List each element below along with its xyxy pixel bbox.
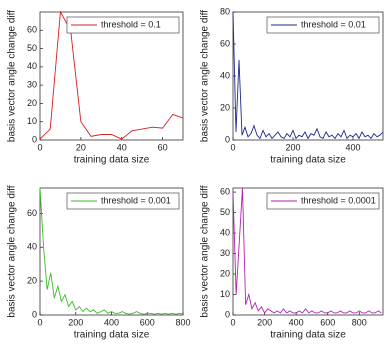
x-tick-label: 60 <box>158 142 168 152</box>
legend-label: threshold = 0.001 <box>101 195 171 205</box>
x-tick-label: 600 <box>140 317 155 327</box>
data-line <box>39 10 184 140</box>
x-tick-label: 20 <box>76 142 86 152</box>
y-axis-label: basis vector angle change diff <box>7 185 18 317</box>
y-axis-label: basis vector angle change diff <box>200 10 211 142</box>
x-tick-label: 800 <box>352 317 367 327</box>
legend-box <box>66 16 180 34</box>
y-tick-label: 10 <box>220 289 230 299</box>
y-tick-label: 60 <box>27 25 37 35</box>
x-tick-label: 400 <box>345 142 360 152</box>
legend-box <box>66 192 180 210</box>
y-tick-label: 20 <box>220 268 230 278</box>
x-tick-label: 200 <box>285 142 300 152</box>
x-tick-label: 200 <box>257 317 272 327</box>
y-axis-label: basis vector angle change diff <box>200 185 211 317</box>
plot-area <box>232 11 384 141</box>
y-tick-label: 0 <box>225 134 230 144</box>
y-tick-label: 0 <box>32 134 37 144</box>
x-tick-label: 0 <box>230 317 235 327</box>
y-tick-label: 60 <box>220 186 230 196</box>
x-axis-label: training data size <box>270 330 346 341</box>
plot-area <box>39 11 184 141</box>
y-tick-label: 10 <box>27 116 37 126</box>
x-tick-label: 0 <box>230 142 235 152</box>
x-tick-label: 0 <box>37 317 42 327</box>
y-tick-label: 50 <box>27 43 37 53</box>
x-tick-label: 0 <box>37 142 42 152</box>
legend-label: threshold = 0.0001 <box>301 195 376 205</box>
y-tick-label: 60 <box>27 208 37 218</box>
y-tick-label: 0 <box>32 309 37 319</box>
y-tick-label: 30 <box>220 248 230 258</box>
y-tick-label: 40 <box>220 227 230 237</box>
legend-label: threshold = 0.1 <box>101 19 161 29</box>
x-axis-label: training data size <box>270 155 346 166</box>
data-line <box>232 11 384 140</box>
y-axis-label: basis vector angle change diff <box>7 10 18 142</box>
x-tick-label: 200 <box>68 317 83 327</box>
y-tick-label: 20 <box>27 98 37 108</box>
data-line <box>232 187 382 314</box>
x-tick-label: 400 <box>289 317 304 327</box>
data-line <box>39 187 184 315</box>
y-tick-label: 0 <box>225 309 230 319</box>
y-tick-label: 40 <box>27 61 37 71</box>
x-tick-label: 40 <box>117 142 127 152</box>
y-tick-label: 20 <box>27 276 37 286</box>
x-tick-label: 800 <box>175 317 190 327</box>
x-tick-label: 600 <box>320 317 335 327</box>
legend-box <box>266 192 380 210</box>
x-tick-label: 400 <box>104 317 119 327</box>
y-tick-label: 40 <box>27 242 37 252</box>
y-tick-label: 60 <box>220 38 230 48</box>
legend-label: threshold = 0.01 <box>301 19 366 29</box>
y-tick-label: 30 <box>27 80 37 90</box>
x-axis-label: training data size <box>74 330 150 341</box>
y-tick-label: 80 <box>220 6 230 16</box>
x-axis-label: training data size <box>74 155 150 166</box>
y-tick-label: 20 <box>220 102 230 112</box>
y-tick-label: 40 <box>220 70 230 80</box>
legend-box <box>266 16 380 34</box>
y-tick-label: 50 <box>220 207 230 217</box>
